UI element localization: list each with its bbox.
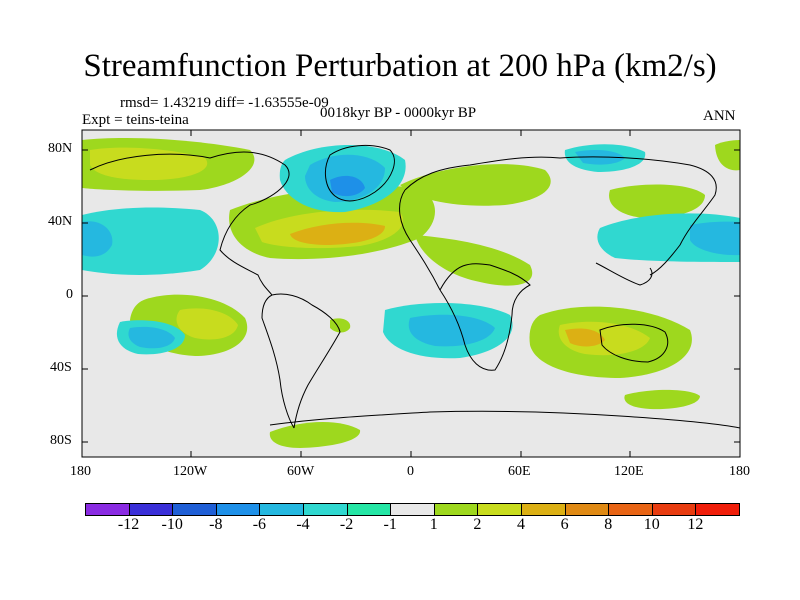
legend-swatch xyxy=(695,503,740,516)
legend-swatch xyxy=(433,503,479,516)
experiment-label: Expt = teins-teina xyxy=(82,112,189,128)
legend-label: 8 xyxy=(604,516,613,533)
lat-tick-40n: 40N xyxy=(48,214,73,229)
legend-label: -12 xyxy=(117,516,140,533)
legend-label: -4 xyxy=(296,516,310,533)
legend-label: -1 xyxy=(383,516,397,533)
lon-tick-60e: 60E xyxy=(508,464,531,479)
legend-swatch xyxy=(303,503,348,516)
legend-swatch xyxy=(477,503,522,516)
period-label: 0018kyr BP - 0000kyr BP xyxy=(320,105,477,121)
legend-label: 10 xyxy=(643,516,660,533)
legend-swatch xyxy=(85,503,130,516)
legend-swatch xyxy=(651,503,697,516)
lon-tick-180w: 180 xyxy=(70,464,91,479)
legend-label: -10 xyxy=(161,516,183,533)
legend-label: -2 xyxy=(339,516,354,533)
legend-swatch xyxy=(608,503,653,516)
legend-label: -8 xyxy=(209,516,223,533)
lon-tick-180e: 180 xyxy=(729,464,750,479)
legend-label: 1 xyxy=(429,516,438,533)
contour-fill xyxy=(82,138,740,448)
map-title: Streamfunction Perturbation at 200 hPa (… xyxy=(83,48,717,84)
legend-swatch xyxy=(346,503,392,516)
lat-tick-80s: 80S xyxy=(50,433,72,448)
legend-label: 6 xyxy=(560,516,569,533)
lon-tick-60w: 60W xyxy=(287,464,315,479)
lat-tick-0: 0 xyxy=(66,287,73,302)
legend-swatch xyxy=(128,503,174,516)
lon-tick-120w: 120W xyxy=(173,464,208,479)
coastlines xyxy=(89,145,740,429)
lon-tick-0: 0 xyxy=(407,464,414,479)
legend-swatch xyxy=(172,503,217,516)
stats-text: rmsd= 1.43219 diff= -1.63555e-09 xyxy=(120,95,329,111)
lat-tick-40s: 40S xyxy=(50,360,72,375)
legend-label: 12 xyxy=(687,516,704,533)
legend-swatch xyxy=(390,503,435,516)
legend-swatch xyxy=(521,503,566,516)
lat-tick-80n: 80N xyxy=(48,141,73,156)
axis-ticks xyxy=(82,130,740,457)
legend-label: 2 xyxy=(473,516,482,533)
legend-swatch xyxy=(215,503,261,516)
season-label: ANN xyxy=(703,108,736,124)
legend-label: -6 xyxy=(252,516,267,533)
lon-tick-120e: 120E xyxy=(614,464,644,479)
legend-swatch xyxy=(564,503,610,516)
legend-swatch xyxy=(259,503,304,516)
legend-label: 4 xyxy=(517,516,525,533)
